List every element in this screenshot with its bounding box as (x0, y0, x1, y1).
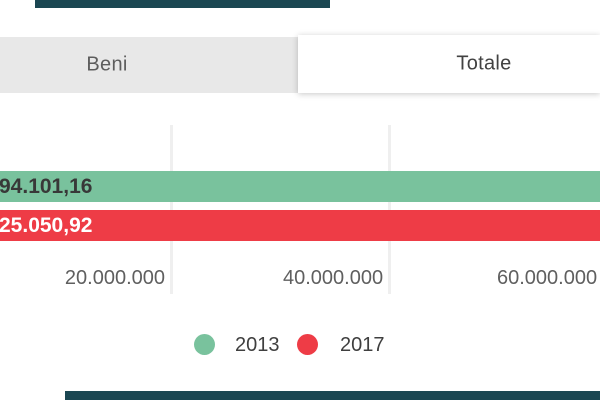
bar-2017-value-label: 25.050,92 (0, 214, 93, 237)
bar-2017[interactable]: 25.050,92 (0, 210, 600, 241)
nav-bar-fragment (65, 391, 600, 400)
bar-2013[interactable]: 94.101,16 (0, 171, 600, 202)
gridline-20m (170, 125, 173, 294)
legend-swatch-2013 (194, 334, 215, 355)
x-tick-40m: 40.000.000 (283, 267, 384, 289)
x-tick-60m: 60.000.000 (497, 267, 598, 289)
gridline-40m (388, 125, 391, 294)
status-bar-fragment (35, 0, 330, 8)
bar-2013-value-label: 94.101,16 (0, 175, 93, 198)
x-tick-20m: 20.000.000 (64, 267, 165, 289)
legend-swatch-2017 (297, 334, 318, 355)
tab-beni-label: Beni (86, 53, 128, 76)
legend-label-2017: 2017 (340, 334, 385, 356)
tab-totale[interactable]: Totale (298, 35, 600, 93)
legend-label-2013: 2013 (235, 334, 280, 356)
tab-totale-label: Totale (456, 52, 512, 75)
tab-beni[interactable]: Beni (0, 37, 298, 93)
